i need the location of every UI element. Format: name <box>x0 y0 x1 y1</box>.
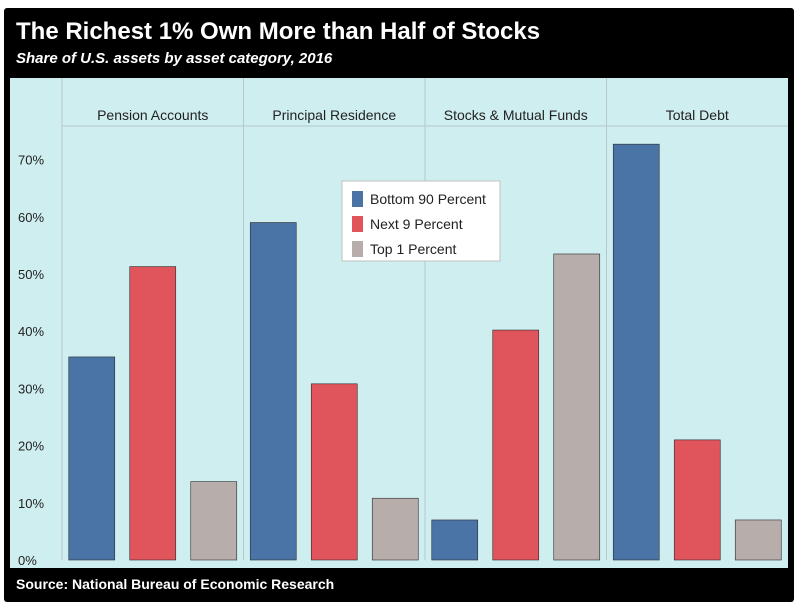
legend-swatch <box>352 216 363 232</box>
plot-area: 0% 10% 20% 30% 40% 50% 60% 70% Pension Accounts P… <box>10 78 788 568</box>
category-label: Total Debt <box>666 107 729 123</box>
y-tick-label: 30% <box>18 381 44 396</box>
chart-subtitle: Share of U.S. assets by asset category, … <box>16 50 333 67</box>
bar-bottom-90 <box>431 519 479 561</box>
bar-top-1 <box>190 481 238 561</box>
y-tick-label: 50% <box>18 267 44 282</box>
chart-title: The Richest 1% Own More than Half of Sto… <box>16 18 541 45</box>
y-tick-label: 0% <box>18 553 37 568</box>
bar-bottom-90 <box>612 143 660 561</box>
category-label: Pension Accounts <box>97 107 208 123</box>
category-label: Principal Residence <box>272 107 396 123</box>
bar-chart: 0% 10% 20% 30% 40% 50% 60% 70% Pension Accounts P… <box>18 78 788 568</box>
bar-next-9 <box>129 266 177 561</box>
bar-next-9 <box>492 329 540 561</box>
bar-next-9 <box>673 439 721 561</box>
legend-swatch <box>352 241 363 257</box>
bar-top-1 <box>371 497 419 561</box>
bar-top-1 <box>734 519 782 561</box>
bar-next-9 <box>310 383 358 561</box>
category-label: Stocks & Mutual Funds <box>444 107 588 123</box>
bar-bottom-90 <box>68 356 116 561</box>
y-tick-label: 70% <box>18 153 44 168</box>
y-tick-label: 40% <box>18 324 44 339</box>
source-note: Source: National Bureau of Economic Rese… <box>16 576 335 592</box>
legend-label: Top 1 Percent <box>370 241 456 257</box>
y-tick-label: 20% <box>18 439 44 454</box>
legend-label: Next 9 Percent <box>370 216 463 232</box>
bar-bottom-90 <box>249 222 297 561</box>
legend-swatch <box>352 191 363 207</box>
y-tick-label: 10% <box>18 496 44 511</box>
bar-top-1 <box>553 253 601 561</box>
legend-label: Bottom 90 Percent <box>370 191 486 207</box>
legend-box <box>341 180 501 262</box>
y-tick-label: 60% <box>18 210 44 225</box>
